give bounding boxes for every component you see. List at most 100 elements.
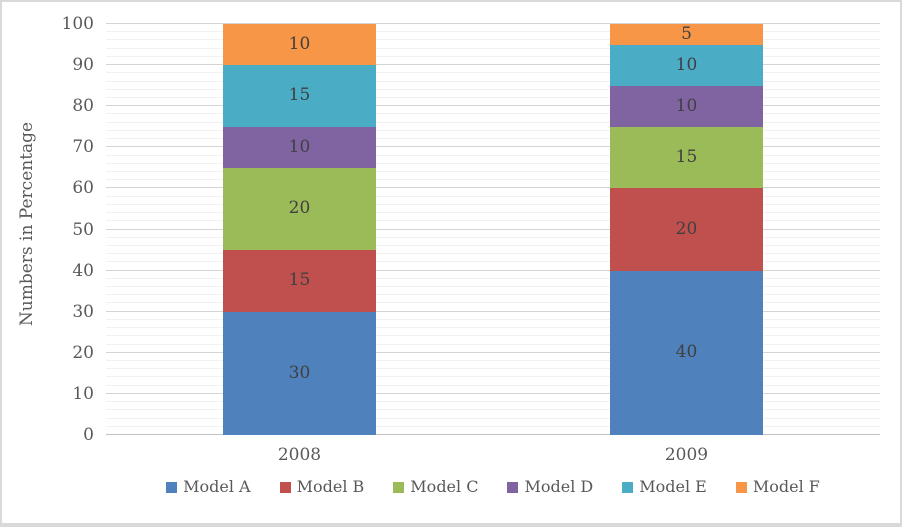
minor-gridline xyxy=(106,179,880,181)
bar-segment-model-d[interactable]: 10 xyxy=(610,85,763,127)
legend-label: Model B xyxy=(296,477,365,496)
minor-gridline xyxy=(106,121,880,123)
minor-gridline xyxy=(106,88,880,90)
minor-gridline xyxy=(106,343,880,345)
minor-gridline xyxy=(106,294,880,296)
data-label: 20 xyxy=(675,219,698,240)
legend-item-model-b[interactable]: Model B xyxy=(279,477,365,496)
minor-gridline xyxy=(106,96,880,98)
y-tick-label: 10 xyxy=(72,383,94,404)
legend-swatch-icon xyxy=(279,481,291,493)
data-label: 30 xyxy=(288,362,311,383)
minor-gridline xyxy=(106,170,880,172)
minor-gridline xyxy=(106,236,880,238)
bar-segment-model-b[interactable]: 15 xyxy=(223,250,376,312)
minor-gridline xyxy=(106,302,880,304)
data-label: 5 xyxy=(681,23,692,44)
legend-swatch-icon xyxy=(393,481,405,493)
bar-segment-model-e[interactable]: 15 xyxy=(223,65,376,127)
data-label: 10 xyxy=(288,34,311,55)
y-tick-label: 80 xyxy=(72,96,94,117)
minor-gridline xyxy=(106,55,880,57)
minor-gridline xyxy=(106,162,880,164)
y-tick-label: 40 xyxy=(72,260,94,281)
minor-gridline xyxy=(106,113,880,115)
data-label: 40 xyxy=(675,342,698,363)
y-tick-label: 0 xyxy=(83,425,94,445)
minor-gridline xyxy=(106,203,880,205)
minor-gridline xyxy=(106,286,880,288)
minor-gridline xyxy=(106,195,880,197)
legend-item-model-a[interactable]: Model A xyxy=(166,479,251,495)
minor-gridline xyxy=(106,417,880,419)
major-gridline xyxy=(106,64,880,66)
bar-segment-model-d[interactable]: 10 xyxy=(223,126,376,168)
minor-gridline xyxy=(106,39,880,41)
y-tick-label: 90 xyxy=(72,55,94,76)
major-gridline xyxy=(106,392,880,394)
bar-segment-model-e[interactable]: 10 xyxy=(610,44,763,86)
bar-segment-model-c[interactable]: 20 xyxy=(223,167,376,251)
major-gridline xyxy=(106,23,880,24)
minor-gridline xyxy=(106,154,880,156)
x-tick-label-2008: 2008 xyxy=(277,445,322,465)
bar-segment-model-b[interactable]: 20 xyxy=(610,188,763,271)
data-label: 10 xyxy=(288,136,311,157)
bar-segment-model-f[interactable]: 10 xyxy=(223,24,376,66)
stacked-bar-2009: 40 20 15 10 10 5 xyxy=(610,24,763,435)
legend-item-model-e[interactable]: Model E xyxy=(622,479,707,495)
minor-gridline xyxy=(106,318,880,320)
major-gridline xyxy=(106,269,880,271)
stacked-bar-2008: 30 15 20 10 15 10 xyxy=(223,24,376,435)
minor-gridline xyxy=(106,261,880,263)
y-tick-label: 20 xyxy=(72,342,94,363)
y-tick-label: 70 xyxy=(72,137,94,158)
data-label: 15 xyxy=(288,85,311,106)
minor-gridline xyxy=(106,129,880,131)
legend: Model A Model B Model C Model D Model E Model… xyxy=(106,479,880,495)
major-gridline xyxy=(106,310,880,312)
y-tick-label: 50 xyxy=(72,219,94,240)
data-label: 15 xyxy=(675,147,698,168)
minor-gridline xyxy=(106,212,880,214)
data-label: 10 xyxy=(675,54,698,75)
minor-gridline xyxy=(106,244,880,246)
minor-gridline xyxy=(106,409,880,411)
y-tick-label: 60 xyxy=(72,178,94,199)
minor-gridline xyxy=(106,138,880,140)
minor-gridline xyxy=(106,327,880,329)
y-tick-label: 100 xyxy=(61,14,94,34)
legend-label: Model F xyxy=(752,477,820,496)
minor-gridline xyxy=(106,384,880,386)
minor-gridline xyxy=(106,220,880,222)
bar-segment-model-a[interactable]: 40 xyxy=(610,270,763,435)
minor-gridline xyxy=(106,360,880,362)
legend-swatch-icon xyxy=(166,481,178,493)
legend-swatch-icon xyxy=(622,481,634,493)
bar-segment-model-f[interactable]: 5 xyxy=(610,24,763,45)
bar-segment-model-a[interactable]: 30 xyxy=(223,311,376,435)
legend-item-model-c[interactable]: Model C xyxy=(393,479,478,495)
minor-gridline xyxy=(106,277,880,279)
legend-swatch-icon xyxy=(735,481,747,493)
minor-gridline xyxy=(106,335,880,337)
minor-gridline xyxy=(106,253,880,255)
legend-label: Model E xyxy=(639,477,707,496)
plot-area: 30 15 20 10 15 10 40 20 15 10 10 5 xyxy=(106,23,880,435)
minor-gridline xyxy=(106,401,880,403)
y-tick-label: 30 xyxy=(72,301,94,322)
legend-item-model-f[interactable]: Model F xyxy=(735,477,820,496)
major-gridline xyxy=(106,146,880,148)
minor-gridline xyxy=(106,425,880,427)
minor-gridline xyxy=(106,376,880,378)
major-gridline xyxy=(106,228,880,230)
x-axis-line xyxy=(106,434,880,435)
legend-label: Model D xyxy=(524,477,594,496)
x-tick-label-2009: 2009 xyxy=(664,445,709,465)
minor-gridline xyxy=(106,31,880,33)
legend-swatch-icon xyxy=(507,481,519,493)
bar-segment-model-c[interactable]: 15 xyxy=(610,126,763,189)
legend-label: Model C xyxy=(410,477,479,496)
legend-item-model-d[interactable]: Model D xyxy=(507,479,593,495)
